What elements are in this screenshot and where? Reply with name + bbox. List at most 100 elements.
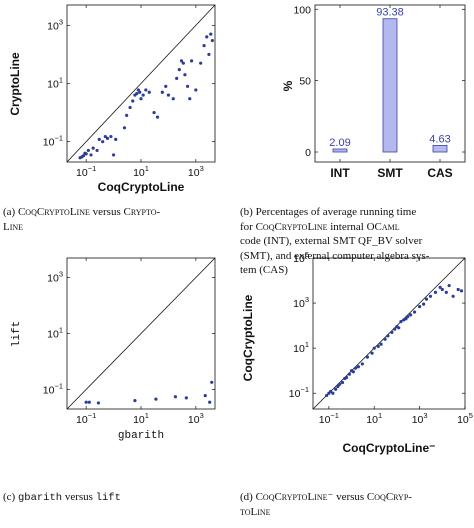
data-point xyxy=(147,90,151,94)
data-point xyxy=(181,61,185,65)
caption-b-line4: (SMT), and external computer algebra sys… xyxy=(240,249,430,262)
data-point xyxy=(210,380,214,384)
data-point xyxy=(89,153,93,157)
bar-value-label: 2.09 xyxy=(329,137,350,149)
caption-a-term2: Crypto- xyxy=(123,206,161,218)
y-tick-label: 10−1 xyxy=(43,134,63,149)
data-point xyxy=(111,153,116,157)
data-point xyxy=(194,88,198,92)
chart-c: 10−1 10−1 101 101 103 103 gbarith lift xyxy=(11,257,216,442)
data-point xyxy=(390,330,394,335)
caption-c-mid: versus xyxy=(62,491,96,503)
data-point xyxy=(166,93,171,97)
plot-frame-d xyxy=(312,257,466,410)
data-point xyxy=(347,372,351,376)
x-tick-label: 101 xyxy=(366,411,382,426)
x-tick-label: 103 xyxy=(188,411,204,426)
data-point xyxy=(155,115,160,119)
data-point xyxy=(404,317,408,321)
bar-cas xyxy=(432,145,448,153)
x-tick-label: 10−1 xyxy=(76,164,96,179)
x-tick-label: 101 xyxy=(133,164,149,179)
x-tick-label: 10−1 xyxy=(76,411,96,426)
bar-smt xyxy=(382,18,398,153)
plot-area-a: 10−1 10−1 101 101 103 103 xyxy=(43,4,216,179)
caption-d-prefix: (d) xyxy=(240,491,256,503)
data-point xyxy=(185,84,190,88)
data-point xyxy=(114,137,118,141)
x-axis-label-a: CoqCryptoLine xyxy=(98,180,185,194)
data-point xyxy=(210,38,214,43)
data-point xyxy=(141,93,145,97)
y-tick-label: 101 xyxy=(293,340,309,355)
data-point xyxy=(188,97,192,101)
data-point xyxy=(386,334,390,338)
data-point xyxy=(84,152,88,156)
y-tick-label: 103 xyxy=(293,295,309,310)
caption-c: (c) gbarith versus lift xyxy=(3,490,229,506)
data-point xyxy=(418,304,422,309)
caption-a-prefix: (a) xyxy=(3,206,18,218)
y-tick-label: 103 xyxy=(47,270,63,285)
data-point xyxy=(459,289,464,293)
data-point xyxy=(444,290,448,294)
y-axis-label-c: lift xyxy=(11,321,23,347)
caption-a-term3: Line xyxy=(3,220,24,233)
data-point xyxy=(209,32,213,36)
data-point xyxy=(96,401,101,405)
data-point xyxy=(208,400,212,404)
data-point xyxy=(397,326,401,330)
data-point xyxy=(360,362,364,366)
data-point xyxy=(331,391,335,395)
data-point xyxy=(136,88,140,92)
data-point xyxy=(109,134,113,139)
data-point xyxy=(122,126,127,130)
data-point xyxy=(408,313,413,317)
data-point xyxy=(412,310,417,314)
x-tick-label: 103 xyxy=(188,164,204,179)
data-point xyxy=(86,148,90,153)
x-tick-label: 103 xyxy=(412,411,428,426)
data-point xyxy=(338,382,342,386)
data-point xyxy=(138,90,142,94)
data-point xyxy=(428,294,433,298)
x-axis-label-d: CoqCryptoLine⁻ xyxy=(343,441,436,455)
data-point xyxy=(383,337,387,341)
data-point xyxy=(125,113,129,118)
y-tick-label: 105 xyxy=(293,250,309,265)
caption-b-line2d: OCaml xyxy=(366,220,400,233)
x-category-label: CAS xyxy=(427,166,452,180)
caption-b-line3: code (INT), external SMT QF_BV solver xyxy=(240,235,423,247)
y-tick-label: 101 xyxy=(47,326,63,341)
data-point xyxy=(372,346,376,350)
x-tick-label: 101 xyxy=(133,411,149,426)
caption-c-term1: gbarith xyxy=(17,492,63,504)
data-point xyxy=(379,342,383,346)
y-tick-label: 10−1 xyxy=(289,385,309,400)
x-category-label: INT xyxy=(330,166,350,180)
x-tick-label: 105 xyxy=(457,411,473,426)
data-point xyxy=(356,365,360,369)
caption-d-term1: CoqCryptoLine⁻ xyxy=(255,491,334,503)
diagonal-line-d xyxy=(312,257,466,410)
data-point xyxy=(438,285,442,289)
chart-d: 10−1 10−1 101 101 103 103 105 105 CoqCryptoLine… xyxy=(241,250,473,455)
data-point xyxy=(422,302,426,306)
y-axis-label-d: CoqCryptoLine xyxy=(241,294,255,381)
data-point xyxy=(336,384,340,389)
caption-b-line2a: for xyxy=(240,220,256,233)
bar-int xyxy=(332,148,348,153)
x-axis-label-c: gbarith xyxy=(118,430,164,442)
y-tick-label: 10−1 xyxy=(43,381,63,396)
data-point xyxy=(365,355,370,359)
data-point xyxy=(334,387,338,391)
data-point xyxy=(447,283,451,288)
data-point xyxy=(135,91,139,96)
y-axis-label-b: % xyxy=(281,80,295,91)
data-point xyxy=(128,105,132,110)
data-point xyxy=(203,394,207,398)
chart-b: 0 50 100 2.09 INT 93.38 SMT 4.63 CAS % xyxy=(281,4,466,180)
caption-d: (d) CoqCryptoLine⁻ versus CoqCryp- toLin… xyxy=(240,490,472,519)
bar-value-label: 4.63 xyxy=(429,133,450,145)
x-category-label: SMT xyxy=(377,166,403,180)
